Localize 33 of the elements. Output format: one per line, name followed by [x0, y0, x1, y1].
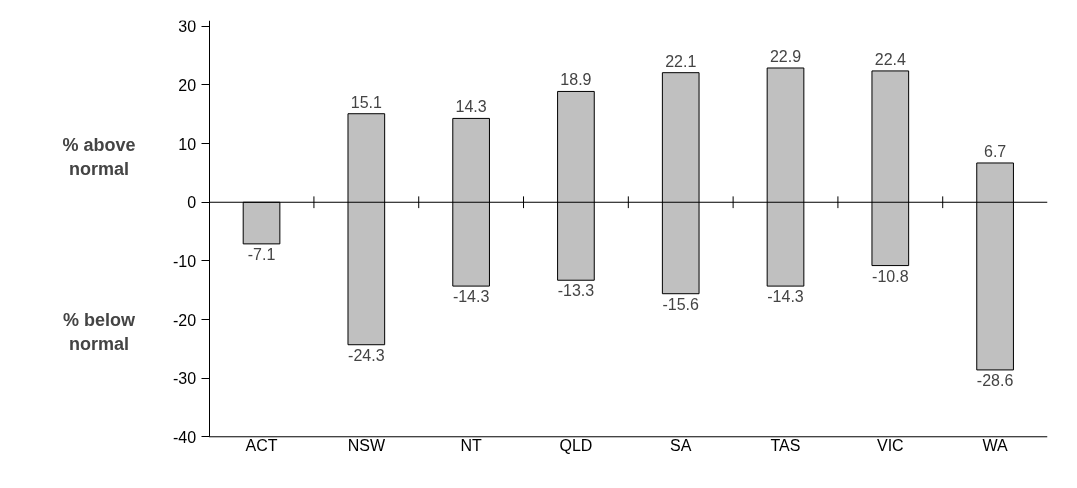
x-tick-label: NT: [460, 436, 483, 454]
y-tick-label: 20: [178, 76, 197, 94]
annotation: -28.6: [976, 371, 1014, 389]
x-tick-label: QLD: [559, 436, 593, 454]
annotation: -10.8: [872, 267, 909, 285]
annotation: 22.1: [665, 52, 697, 70]
text: % below normal: [63, 310, 137, 355]
text: % above normal: [62, 135, 136, 180]
annotation: 14.3: [455, 98, 487, 116]
y-tick-label: 30: [178, 18, 197, 36]
annotation: 18.9: [560, 71, 592, 89]
annotation: -14.3: [767, 288, 804, 306]
x-tick-label: WA: [982, 436, 1009, 454]
x-tick-label: SA: [670, 436, 692, 454]
annotation: -15.6: [662, 295, 700, 313]
annotation: -7.1: [247, 245, 276, 263]
y-tick-label: -20: [173, 311, 197, 329]
x-tick-label: NSW: [347, 436, 386, 454]
annotation: 22.9: [769, 47, 802, 65]
y-tick-label: -10: [173, 252, 197, 270]
y-tick-label: -40: [173, 428, 197, 446]
annotation: 6.7: [983, 142, 1007, 160]
annotation: 15.1: [350, 93, 382, 111]
annotation: -24.3: [348, 346, 385, 364]
annotation: -13.3: [557, 282, 595, 300]
y-tick-label: 10: [178, 135, 197, 153]
y-tick-label: -30: [173, 370, 197, 388]
x-tick-label: TAS: [770, 436, 801, 454]
x-tick-label: VIC: [876, 436, 904, 454]
x-tick-label: ACT: [245, 436, 278, 454]
y-tick-label: 0: [187, 194, 197, 212]
annotation: -14.3: [452, 288, 490, 306]
annotation: 22.4: [874, 50, 906, 68]
